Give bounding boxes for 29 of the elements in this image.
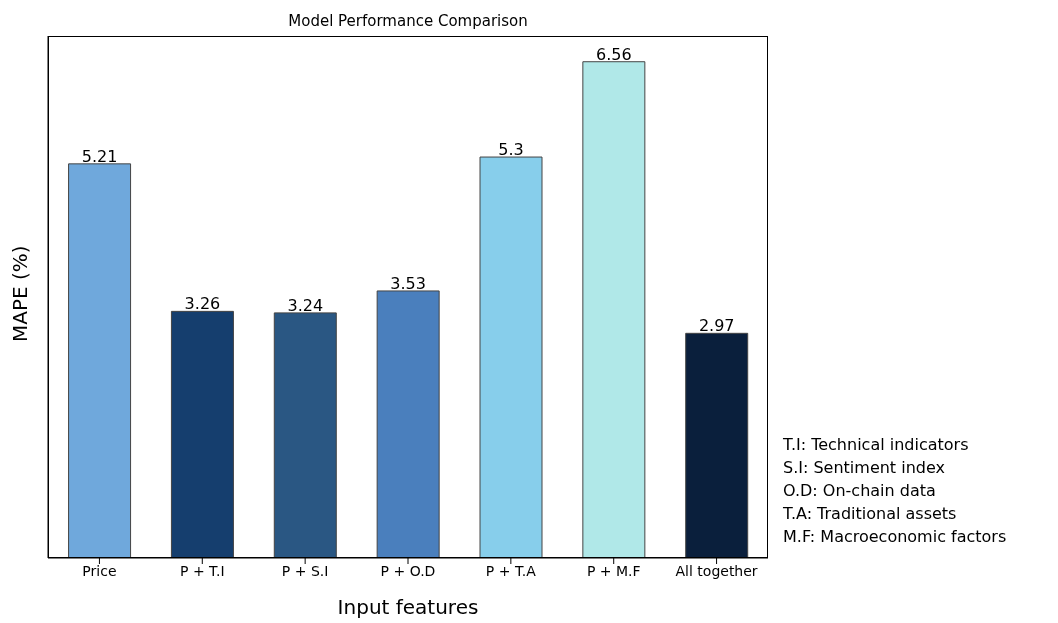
data-label: 3.53 (390, 273, 426, 293)
bar (376, 290, 440, 558)
data-label: 5.21 (81, 146, 118, 166)
x-tick-label: P + T.I (180, 562, 225, 579)
y-axis-title: MAPE (%) (8, 245, 33, 342)
text: O.D: On-chain data (783, 480, 937, 502)
x-tick-label: P + T.A (485, 562, 537, 579)
x-tick-label: P + O.D (380, 562, 436, 579)
text: T.A: Traditional assets (783, 503, 958, 525)
bar (68, 163, 132, 558)
x-tick-label: P + M.F (586, 562, 641, 579)
bar (170, 310, 234, 558)
x-tick-label: Price (82, 562, 117, 579)
text: M.F: Macroeconomic factors (783, 526, 1007, 548)
bar (273, 312, 337, 558)
data-label: 5.3 (498, 140, 524, 160)
x-tick-label: All together (675, 562, 758, 579)
bar (582, 61, 646, 558)
text: S.I: Sentiment index (783, 457, 946, 479)
data-label: 3.26 (184, 294, 221, 314)
bar (685, 332, 749, 558)
x-axis-title: Input features (337, 595, 479, 619)
data-label: 6.56 (596, 44, 632, 64)
x-tick-label: P + S.I (281, 562, 329, 579)
text: T.I: Technical indicators (783, 434, 970, 456)
data-label: 2.97 (698, 316, 735, 336)
data-label: 3.24 (287, 295, 324, 315)
bar (479, 156, 543, 558)
chart-title: Model Performance Comparison (287, 12, 529, 30)
